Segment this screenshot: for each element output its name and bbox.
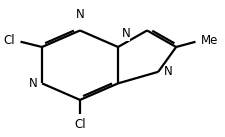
Text: N: N [29, 77, 37, 90]
Text: Cl: Cl [4, 34, 15, 47]
Text: Me: Me [200, 34, 217, 47]
Text: N: N [163, 65, 172, 78]
Text: N: N [121, 27, 130, 40]
Text: Cl: Cl [74, 118, 86, 131]
Text: N: N [75, 8, 84, 21]
